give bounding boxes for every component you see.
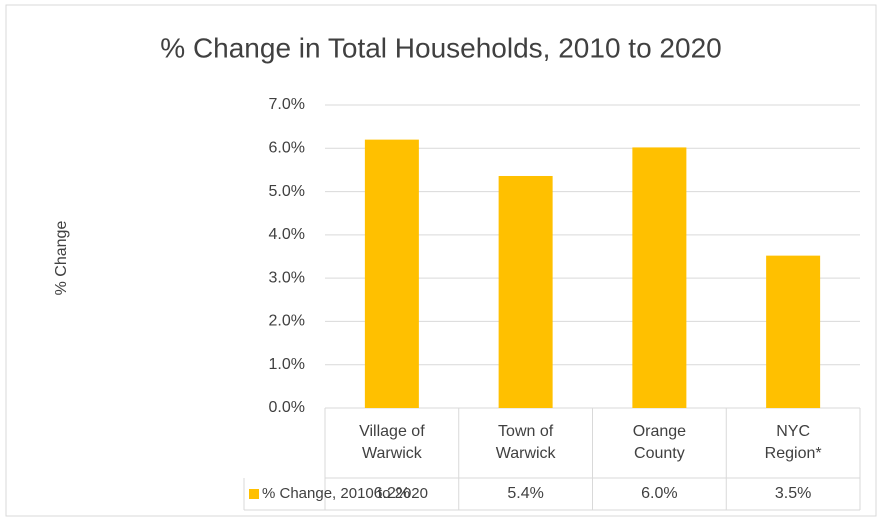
data-table-value: 5.4% <box>507 485 544 502</box>
bar <box>766 255 821 408</box>
data-table-value: 6.2% <box>373 485 411 502</box>
x-tick-label: NYC Region* <box>764 423 822 462</box>
data-table-value: 3.5% <box>774 485 812 502</box>
y-tick-label: 4.0% <box>269 226 305 243</box>
legend-label: % Change, 2010 to 2020 <box>260 478 428 510</box>
y-tick-label: 2.0% <box>269 313 305 330</box>
x-tick-label: Village of Warwick <box>359 423 425 462</box>
x-tick-label: Orange County <box>632 423 687 462</box>
legend-swatch <box>249 489 259 499</box>
x-tick-label: Town of Warwick <box>495 423 556 462</box>
y-axis-title: % Change <box>53 221 70 296</box>
chart-title: % Change in Total Households, 2010 to 20… <box>160 32 721 63</box>
y-tick-label: 5.0% <box>269 183 305 200</box>
y-tick-label: 6.0% <box>269 140 305 157</box>
y-tick-label: 3.0% <box>269 269 305 286</box>
data-table-value: 6.0% <box>641 485 678 502</box>
y-tick-label: 1.0% <box>269 356 305 373</box>
y-tick-label: 7.0% <box>269 96 305 113</box>
chart-border <box>5 4 877 517</box>
y-tick-label: 0.0% <box>269 399 305 416</box>
bar <box>632 147 687 409</box>
bar <box>364 139 419 408</box>
bar <box>498 175 553 408</box>
